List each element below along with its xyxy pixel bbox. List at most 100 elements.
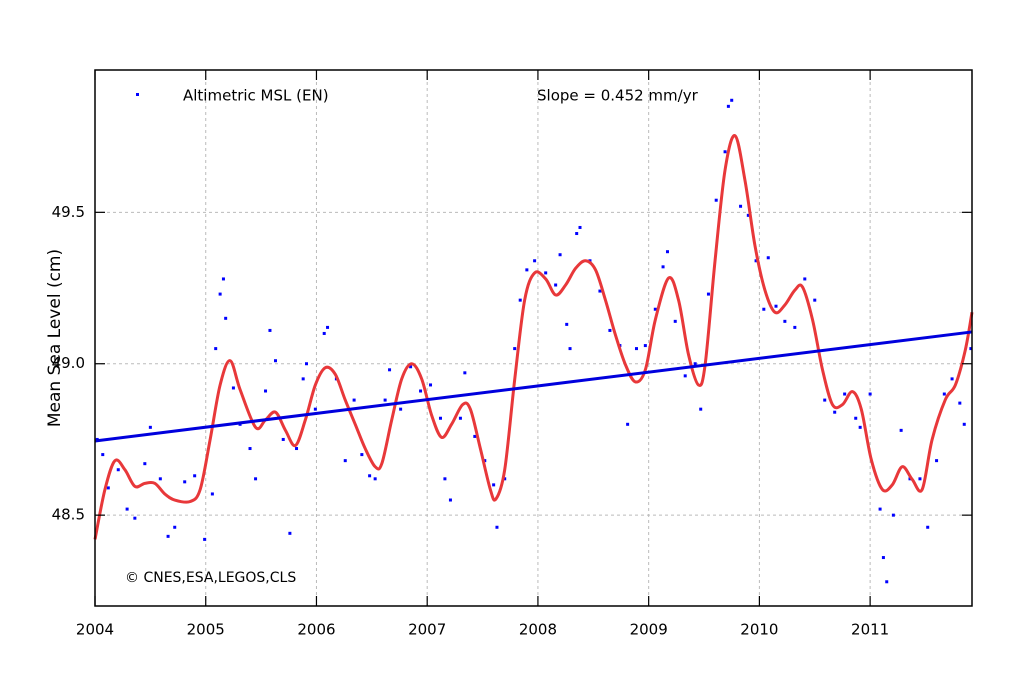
data-point xyxy=(935,459,939,463)
data-point xyxy=(248,447,252,451)
data-point xyxy=(754,259,758,263)
data-point xyxy=(803,277,807,281)
data-point xyxy=(166,534,170,538)
data-point xyxy=(554,283,558,287)
data-point xyxy=(322,331,326,335)
data-point xyxy=(148,425,152,429)
legend-marker xyxy=(136,93,139,96)
data-point xyxy=(885,580,889,584)
data-point xyxy=(575,232,579,236)
data-point xyxy=(503,477,507,481)
plot-area xyxy=(95,70,972,606)
y-tick-label: 48.5 xyxy=(52,506,85,524)
copyright: © CNES,ESA,LEGOS,CLS xyxy=(125,570,296,586)
slope-annotation: Slope = 0.452 mm/yr xyxy=(537,87,699,105)
data-point xyxy=(533,259,537,263)
data-point xyxy=(193,474,197,478)
data-point xyxy=(766,256,770,260)
data-point xyxy=(383,398,387,402)
data-point xyxy=(699,407,703,411)
data-point xyxy=(352,398,356,402)
x-tick-label: 2004 xyxy=(76,621,114,639)
data-point xyxy=(101,453,105,457)
data-point xyxy=(173,525,177,529)
line xyxy=(94,330,973,443)
x-tick-label: 2007 xyxy=(408,621,446,639)
data-point xyxy=(730,98,734,102)
data-point xyxy=(881,556,885,560)
data-point xyxy=(281,437,285,441)
data-point xyxy=(525,268,529,272)
data-point xyxy=(598,289,602,293)
data-point xyxy=(823,398,827,402)
data-point xyxy=(221,277,225,281)
data-point xyxy=(762,307,766,311)
data-point xyxy=(125,507,129,511)
plot-frame xyxy=(94,69,973,607)
data-point xyxy=(214,347,218,351)
data-point xyxy=(918,477,922,481)
data-point xyxy=(643,344,647,348)
data-point xyxy=(495,525,499,529)
data-point xyxy=(868,392,872,396)
marks xyxy=(93,98,974,584)
ticks xyxy=(94,70,972,606)
data-point xyxy=(899,428,903,432)
data-point xyxy=(774,304,778,308)
data-point xyxy=(429,383,433,387)
data-point xyxy=(513,347,517,351)
data-point xyxy=(218,292,222,296)
data-point xyxy=(463,371,467,375)
legend-label: Altimetric MSL (EN) xyxy=(183,87,329,105)
data-point xyxy=(210,492,214,496)
data-point xyxy=(448,498,452,502)
x-tick-label: 2010 xyxy=(740,621,778,639)
data-point xyxy=(254,477,258,481)
data-point xyxy=(746,213,750,217)
y-axis-label: Mean Sea Level (cm) xyxy=(45,249,65,427)
data-point xyxy=(183,480,187,484)
data-point xyxy=(608,328,612,332)
data-point xyxy=(578,225,582,229)
x-tick-label: 2005 xyxy=(187,621,225,639)
data-point xyxy=(203,537,207,541)
data-point xyxy=(558,253,562,257)
data-point xyxy=(158,477,162,481)
data-point xyxy=(950,377,954,381)
data-point xyxy=(224,316,228,320)
data-point xyxy=(962,422,966,426)
data-point xyxy=(264,389,268,393)
x-tick-label: 2011 xyxy=(851,621,889,639)
data-point xyxy=(419,389,423,393)
data-point xyxy=(373,477,377,481)
data-point xyxy=(458,416,462,420)
data-point xyxy=(706,292,710,296)
data-point xyxy=(969,347,973,351)
data-point xyxy=(693,362,697,366)
data-point xyxy=(833,410,837,414)
data-point xyxy=(665,250,669,254)
data-point xyxy=(443,477,447,481)
x-tick-label: 2008 xyxy=(519,621,557,639)
data-point xyxy=(544,271,548,275)
data-point xyxy=(273,359,277,363)
data-point xyxy=(891,513,895,517)
data-point xyxy=(793,325,797,329)
data-point xyxy=(106,486,110,490)
data-point xyxy=(143,462,147,466)
data-point xyxy=(295,447,299,451)
y-tick-label: 49.0 xyxy=(52,354,85,372)
data-point xyxy=(568,347,572,351)
data-point xyxy=(565,322,569,326)
data-point xyxy=(783,319,787,323)
data-point xyxy=(326,325,330,329)
data-point xyxy=(626,422,630,426)
data-point xyxy=(368,474,372,478)
data-point xyxy=(304,362,308,366)
data-point xyxy=(473,434,477,438)
data-point xyxy=(399,407,403,411)
data-point xyxy=(301,377,305,381)
data-point xyxy=(723,150,727,154)
data-point xyxy=(726,104,730,108)
